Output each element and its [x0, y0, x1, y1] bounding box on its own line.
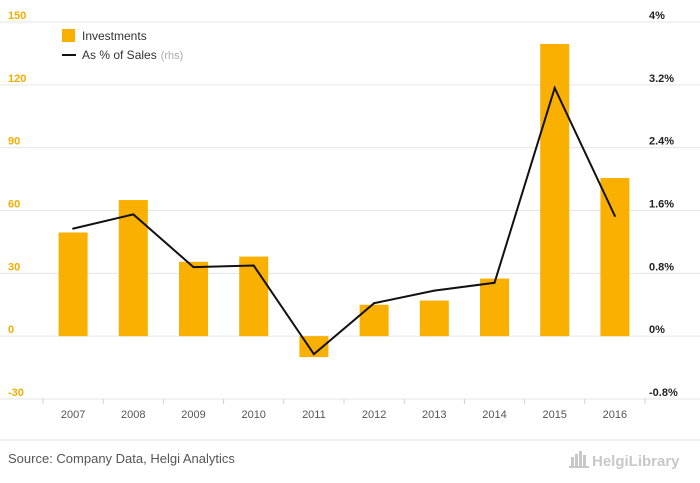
point-pct-sales-2013	[433, 289, 436, 292]
source-note: Source: Company Data, Helgi Analytics	[8, 451, 235, 466]
right-tick-label: 3.2%	[649, 73, 674, 85]
x-tick-label-2011: 2011	[302, 409, 326, 421]
point-pct-sales-2014	[493, 281, 496, 284]
x-tick-label-2008: 2008	[121, 409, 145, 421]
x-tick-label-2009: 2009	[181, 409, 205, 421]
bar-investments-2007	[58, 232, 88, 337]
left-tick-label: 90	[8, 136, 20, 148]
grid-lines	[0, 21, 700, 404]
point-pct-sales-2012	[373, 302, 376, 305]
bar-investments-2010	[239, 256, 269, 337]
line-series-pct-sales	[72, 85, 616, 356]
bar-investments-2016	[600, 178, 630, 337]
right-tick-label: 0%	[649, 324, 665, 336]
left-tick-label: 60	[8, 199, 20, 211]
bar-series-investments	[58, 43, 630, 358]
left-tick-label: 0	[8, 324, 14, 336]
point-pct-sales-2008	[132, 213, 135, 216]
bar-investments-2014	[480, 278, 509, 337]
bar-investments-2008	[118, 200, 148, 337]
legend-label-pct-sales-main: As % of Sales	[82, 48, 157, 62]
legend-label-investments: Investments	[82, 29, 147, 43]
x-tick-label-2014: 2014	[482, 409, 506, 421]
helgi-library-logo: HelgiLibrary	[569, 451, 680, 470]
left-tick-label: -30	[8, 387, 24, 399]
bar-investments-2009	[179, 261, 208, 337]
point-pct-sales-2011	[312, 353, 315, 356]
legend: Investments As % of Sales (rhs)	[62, 29, 183, 62]
bar-investments-2011	[299, 336, 329, 358]
right-tick-label: 0.8%	[649, 261, 674, 273]
legend-label-rhs: (rhs)	[161, 50, 184, 62]
bar-investments-2013	[419, 300, 449, 337]
left-tick-label: 150	[8, 10, 26, 22]
x-tick-label-2013: 2013	[422, 409, 446, 421]
point-pct-sales-2010	[252, 264, 255, 267]
left-tick-label: 30	[8, 261, 20, 273]
x-tick-label-2007: 2007	[61, 409, 85, 421]
point-pct-sales-2015	[553, 86, 556, 89]
point-pct-sales-2007	[72, 227, 75, 230]
right-tick-label: 4%	[649, 10, 665, 22]
x-tick-label-2015: 2015	[542, 409, 566, 421]
left-axis-ticks: -30 0 30 60 90 120 150	[8, 10, 26, 399]
x-axis-ticks: 2007 2008 2009 2010 2011 2012 2013 2014 2015 2016	[61, 409, 627, 421]
right-tick-label: 1.6%	[649, 199, 674, 211]
right-tick-label: 2.4%	[649, 136, 674, 148]
bar-investments-2015	[540, 43, 570, 337]
right-tick-label: -0.8%	[649, 387, 678, 399]
x-tick-label-2010: 2010	[241, 409, 265, 421]
logo-bars-icon	[569, 451, 589, 468]
point-pct-sales-2016	[613, 214, 616, 217]
logo-text: HelgiLibrary	[592, 453, 680, 470]
right-axis-ticks: -0.8% 0% 0.8% 1.6% 2.4% 3.2% 4%	[649, 10, 678, 399]
point-pct-sales-2009	[192, 266, 195, 269]
left-tick-label: 120	[8, 73, 26, 85]
line-pct-sales	[72, 85, 616, 356]
x-tick-label-2016: 2016	[603, 409, 627, 421]
x-tick-label-2012: 2012	[362, 409, 386, 421]
legend-label-pct-sales: As % of Sales (rhs)	[82, 48, 183, 62]
bar-investments-2012	[359, 304, 389, 337]
legend-swatch-investments	[62, 29, 75, 42]
